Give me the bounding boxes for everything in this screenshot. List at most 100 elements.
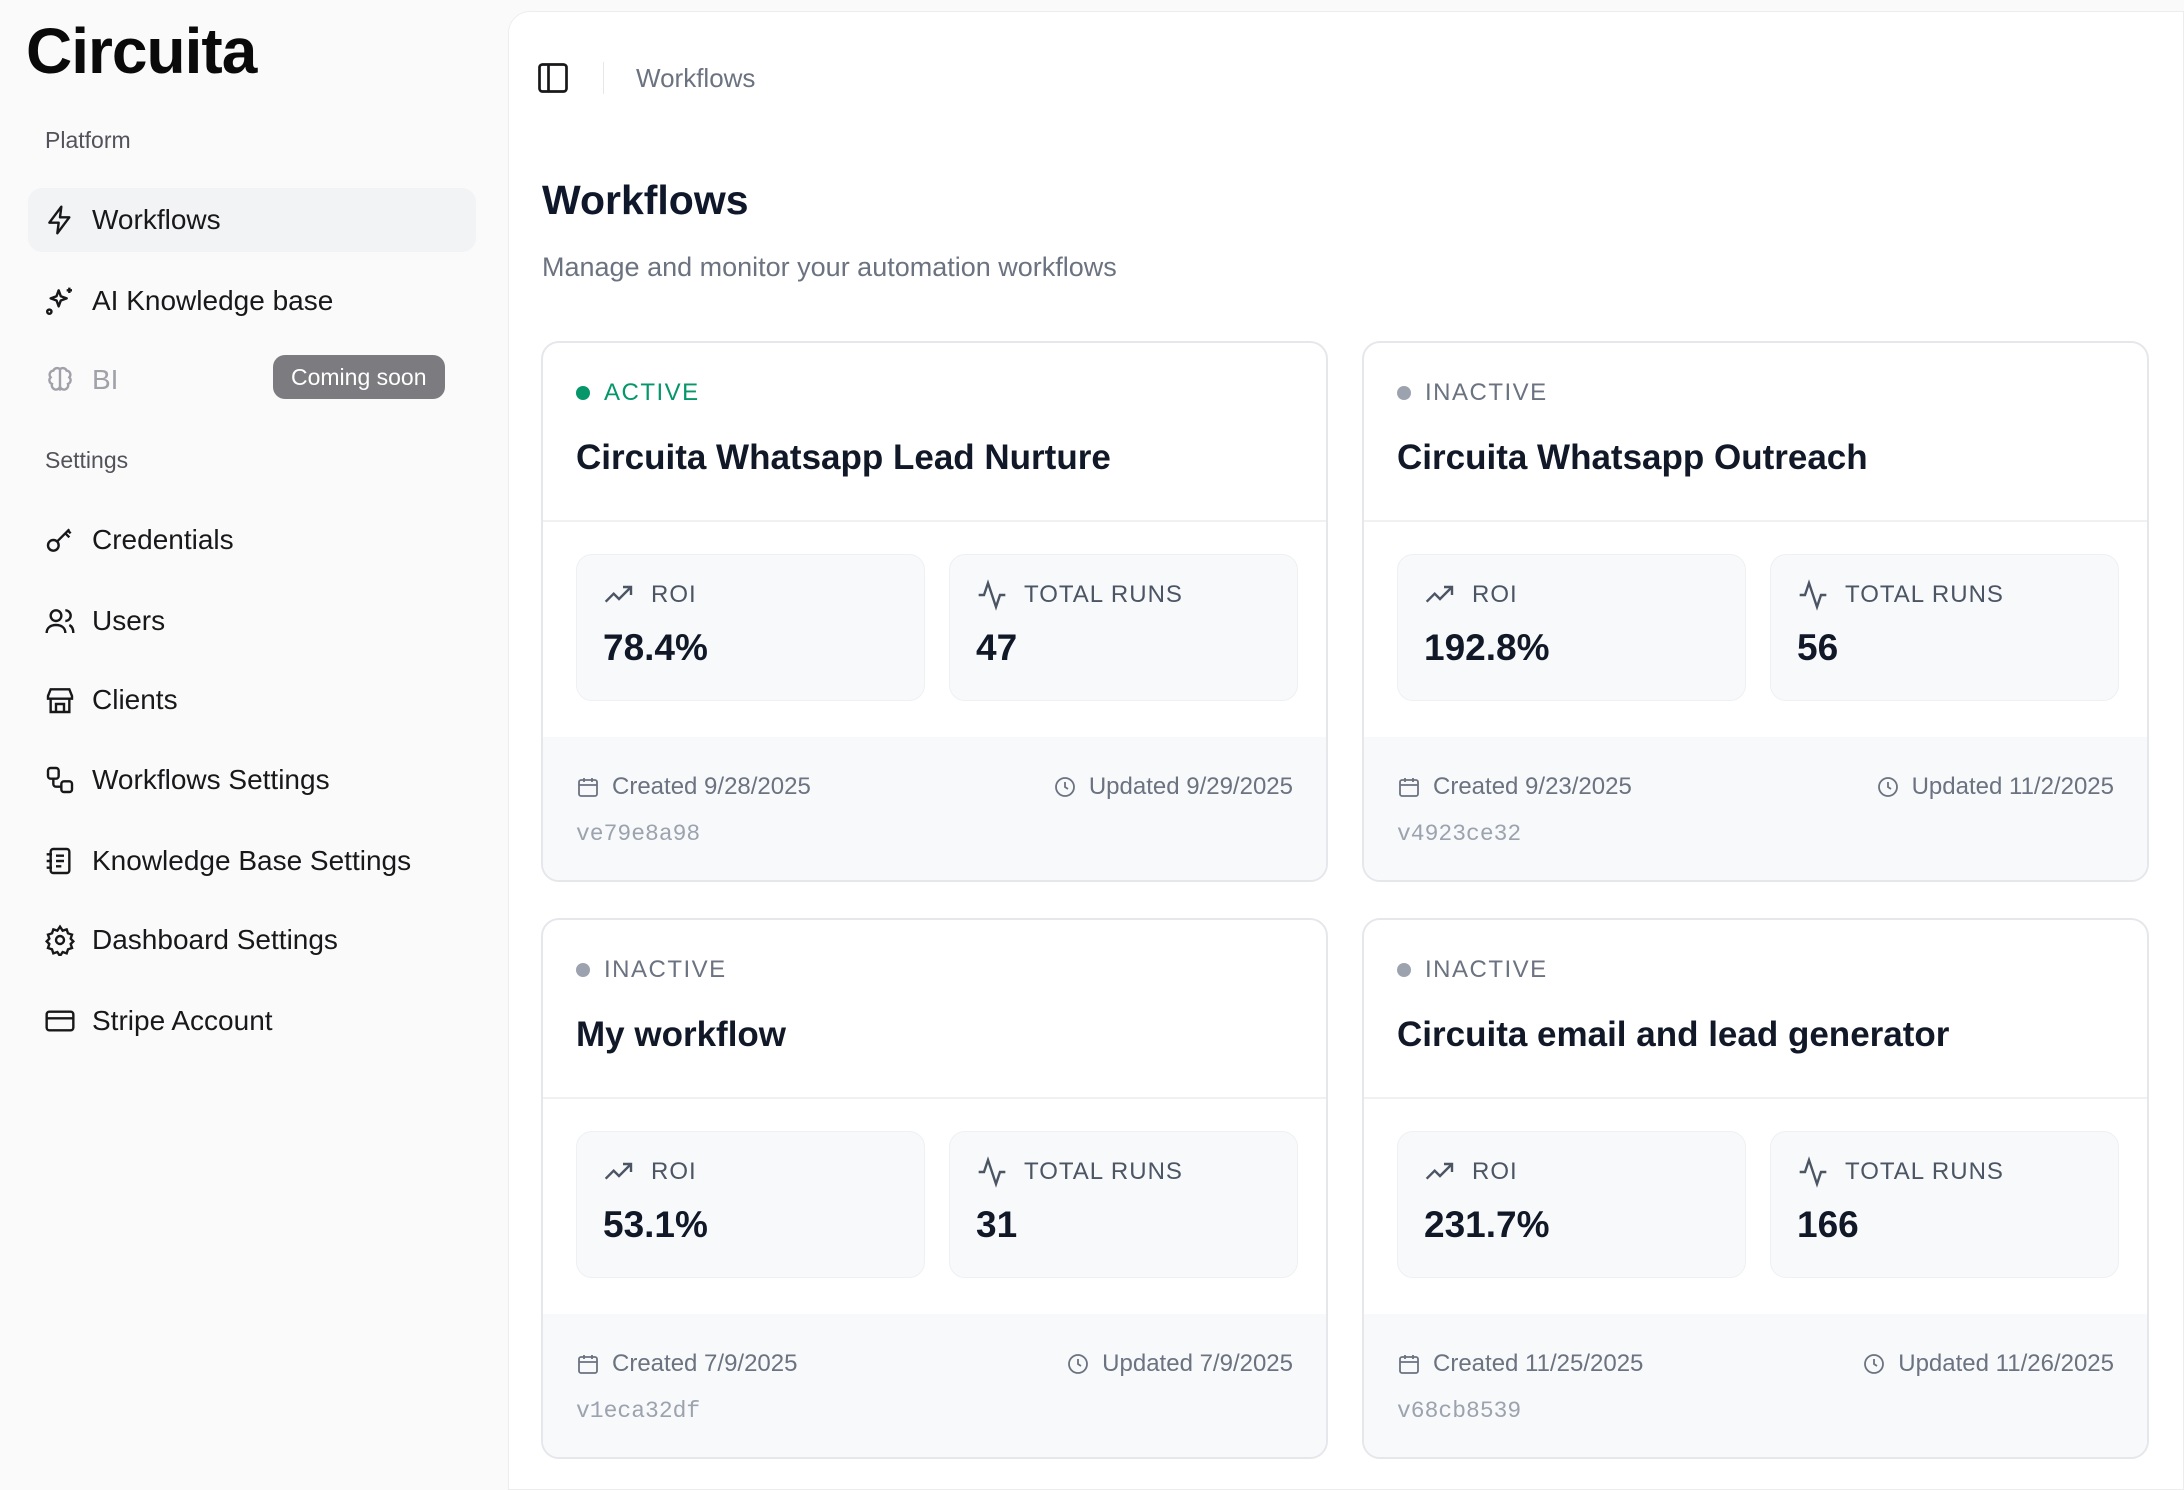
users-icon [45,609,75,634]
calendar-icon [1399,778,1419,797]
gear-icon [44,924,76,956]
sidebar-item-label: BI [92,364,119,395]
workflow-card[interactable]: ACTIVE Circuita Whatsapp Lead Nurture RO… [541,341,1328,882]
total-runs-label: TOTAL RUNS [1845,1158,2004,1185]
roi-value: 192.8% [1424,627,1550,668]
sidebar-item-ai-knowledge-base[interactable]: AI Knowledge base [28,269,476,333]
workflow-name[interactable]: Circuita Whatsapp Lead Nurture [576,438,1111,477]
total-runs-label: TOTAL RUNS [1024,1158,1183,1185]
group-label-platform: Platform [45,127,131,153]
roi-stat: ROI 78.4% [576,554,925,701]
created-date: Created 11/25/2025 [1397,1350,1643,1378]
sidebar-item-workflows-settings[interactable]: Workflows Settings [28,748,476,812]
total-runs-stat: TOTAL RUNS 56 [1770,554,2119,701]
divider [543,1097,1326,1099]
version-id: v4923ce32 [1397,821,1522,847]
workflow-name[interactable]: My workflow [576,1015,787,1054]
sidebar-item-label: Workflows [92,204,221,235]
brain-icon [48,366,72,391]
sidebar-item-stripe-account[interactable]: Stripe Account [28,989,476,1053]
updated-date: Updated 9/29/2025 [1053,773,1293,801]
roi-value: 78.4% [603,627,708,668]
main-content: Workflows Workflows Manage and monitor y… [508,11,2184,1490]
page-title: Workflows [542,177,749,223]
divider [603,62,604,94]
clock-icon [1864,1354,1885,1374]
total-runs-value: 47 [976,627,1018,668]
sidebar-item-clients[interactable]: Clients [28,668,476,732]
status-dot [1397,963,1411,977]
trending-up-icon [604,1162,633,1180]
group-label-settings: Settings [45,447,129,473]
status-text: INACTIVE [1425,956,1548,983]
logo: Circuita [26,15,257,87]
card-footer: Created 9/23/2025 Updated 11/2/2025 v492… [1364,737,2147,880]
sidebar-toggle-icon[interactable] [535,60,571,96]
store-icon [46,688,74,714]
status-badge: INACTIVE [576,956,727,984]
roi-label: ROI [1472,1158,1518,1185]
divider [1364,520,2147,522]
sidebar-item-knowledge-base-settings[interactable]: Knowledge Base Settings [28,829,476,893]
calendar-icon [578,778,598,797]
updated-date: Updated 11/2/2025 [1876,773,2114,801]
updated-date: Updated 7/9/2025 [1066,1350,1293,1378]
sparkles-icon [46,287,72,315]
sidebar-item-label: Stripe Account [92,1005,273,1036]
workflow-card[interactable]: INACTIVE My workflow ROI 53.1% TOTAL RUN… [541,918,1328,1459]
sidebar-item-users[interactable]: Users [28,589,476,653]
total-runs-stat: TOTAL RUNS 47 [949,554,1298,701]
clock-icon [1877,777,1898,797]
total-runs-label: TOTAL RUNS [1024,581,1183,608]
divider [543,520,1326,522]
workflow-card[interactable]: INACTIVE Circuita Whatsapp Outreach ROI … [1362,341,2149,882]
calendar-icon [578,1355,598,1374]
workflow-icon [46,766,74,794]
updated-date: Updated 11/26/2025 [1862,1350,2114,1378]
roi-stat: ROI 53.1% [576,1131,925,1278]
workflow-card[interactable]: INACTIVE Circuita email and lead generat… [1362,918,2149,1459]
clock-icon [1068,1354,1089,1374]
credit-card-icon [45,1010,75,1032]
status-text: INACTIVE [1425,379,1548,406]
card-footer: Created 9/28/2025 Updated 9/29/2025 ve79… [543,737,1326,880]
version-id: v68cb8539 [1397,1398,1522,1424]
total-runs-value: 56 [1797,627,1839,668]
roi-stat: ROI 192.8% [1397,554,1746,701]
roi-value: 53.1% [603,1204,708,1245]
sidebar-item-credentials[interactable]: Credentials [28,508,476,572]
sidebar-item-label: Dashboard Settings [92,924,338,955]
status-dot [576,386,590,400]
activity-icon [1799,1156,1827,1188]
status-text: INACTIVE [604,956,727,983]
total-runs-value: 166 [1797,1204,1859,1245]
sidebar-item-workflows[interactable]: Workflows [28,188,476,252]
activity-icon [1799,579,1827,611]
zap-icon [48,205,71,235]
sidebar-item-label: AI Knowledge base [92,285,334,316]
breadcrumb[interactable]: Workflows [636,62,756,93]
sidebar-item-dashboard-settings[interactable]: Dashboard Settings [28,908,476,972]
trending-up-icon [604,585,633,603]
key-icon [46,528,72,552]
clock-icon [1054,777,1075,797]
activity-icon [978,579,1006,611]
sidebar-item-label: Workflows Settings [92,764,330,795]
notebook-icon [46,847,71,875]
status-dot [576,963,590,977]
created-date: Created 9/23/2025 [1397,773,1632,801]
trending-up-icon [1425,1162,1454,1180]
version-id: ve79e8a98 [576,821,701,847]
coming-soon-badge: Coming soon [273,355,445,399]
total-runs-stat: TOTAL RUNS 31 [949,1131,1298,1278]
status-badge: ACTIVE [576,379,700,407]
sidebar-item-label: Users [92,605,166,636]
created-date: Created 9/28/2025 [576,773,811,801]
calendar-icon [1399,1355,1419,1374]
status-badge: INACTIVE [1397,379,1548,407]
total-runs-label: TOTAL RUNS [1845,581,2004,608]
workflow-name[interactable]: Circuita email and lead generator [1397,1015,1950,1054]
sidebar-item-bi: BI Coming soon [28,348,476,412]
workflow-name[interactable]: Circuita Whatsapp Outreach [1397,438,1868,477]
roi-stat: ROI 231.7% [1397,1131,1746,1278]
